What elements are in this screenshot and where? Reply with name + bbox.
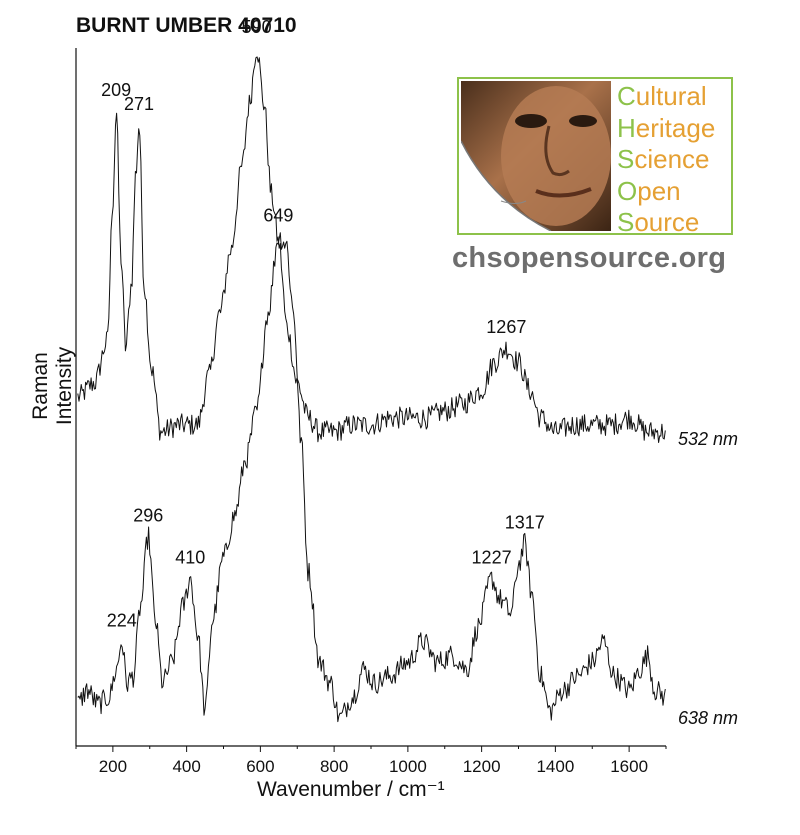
x-tick-label: 1200: [463, 757, 501, 776]
logo-line-science: Science: [617, 144, 710, 174]
peak-label: 271: [124, 94, 154, 114]
logo-url[interactable]: chsopensource.org: [452, 242, 727, 274]
x-tick-label: 1600: [610, 757, 648, 776]
x-tick-label: 400: [172, 757, 200, 776]
peak-label: 590: [242, 17, 272, 37]
axes: 200 400 600 800 1000 1200 1400 1600: [75, 48, 667, 776]
peak-label: 1227: [472, 547, 512, 567]
x-tick-label: 200: [99, 757, 127, 776]
series-labels: 532 nm 638 nm: [678, 429, 738, 728]
peak-label: 1267: [486, 317, 526, 337]
x-axis-label: Wavenumber / cm⁻¹: [257, 778, 445, 801]
logo-line-cultural: Cultural: [617, 81, 707, 111]
logo-words: Cultural Heritage Science Open Source: [617, 81, 715, 239]
logo-line-open: Open: [617, 175, 681, 206]
x-tick-label: 800: [320, 757, 348, 776]
chs-logo: Cultural Heritage Science Open Source: [457, 77, 733, 237]
peak-label: 410: [175, 547, 205, 567]
spectrum-line-0: [77, 56, 666, 443]
x-tick-label: 1000: [389, 757, 427, 776]
spectra: [77, 56, 666, 723]
peak-label: 296: [133, 506, 163, 526]
chart-title: BURNT UMBER 40710: [76, 14, 297, 37]
x-tick-label: 1400: [536, 757, 574, 776]
y-axis-label: Raman Intensity: [29, 346, 76, 426]
portrait-image: [461, 81, 611, 231]
series-label: 532 nm: [678, 429, 738, 449]
spectrum-line-1: [77, 232, 666, 723]
peak-label: 209: [101, 80, 131, 100]
peak-label: 224: [107, 610, 137, 630]
peak-label: 1317: [505, 513, 545, 533]
logo-line-source: Source: [617, 207, 700, 237]
x-tick-label: 600: [246, 757, 274, 776]
logo-line-heritage: Heritage: [617, 112, 716, 143]
series-label: 638 nm: [678, 708, 738, 728]
peak-label: 649: [263, 205, 293, 225]
